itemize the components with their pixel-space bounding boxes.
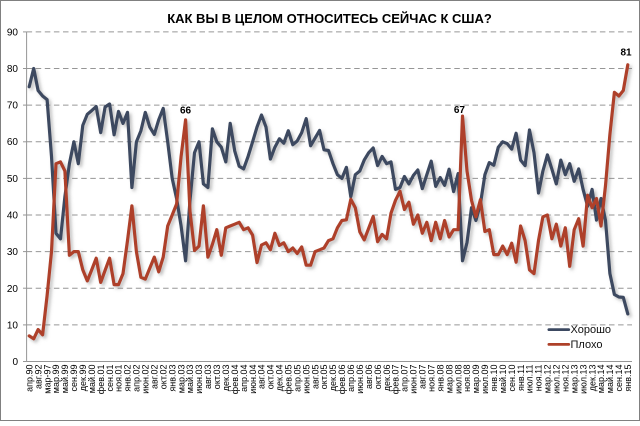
- svg-text:июл.09: июл.09: [480, 364, 490, 393]
- svg-text:Плохо: Плохо: [571, 339, 603, 351]
- svg-text:20: 20: [7, 284, 19, 295]
- svg-text:май.00: май.00: [87, 365, 97, 394]
- svg-text:фев.04: фев.04: [230, 365, 240, 395]
- svg-text:май.03: май.03: [185, 365, 195, 394]
- svg-text:мар.03: мар.03: [176, 365, 186, 394]
- svg-text:апр.02: апр.02: [132, 365, 142, 392]
- svg-text:67: 67: [454, 105, 466, 116]
- svg-text:июл.11: июл.11: [525, 365, 535, 394]
- svg-text:30: 30: [7, 247, 19, 258]
- svg-text:авг.92: авг.92: [33, 365, 43, 389]
- svg-text:авг.04: авг.04: [257, 365, 267, 389]
- svg-text:ноя.07: ноя.07: [426, 365, 436, 392]
- svg-text:июн.04: июн.04: [248, 365, 258, 394]
- svg-text:июл.13: июл.13: [578, 365, 588, 394]
- svg-text:авг.06: авг.06: [364, 365, 374, 389]
- svg-text:янв.03: янв.03: [167, 365, 177, 392]
- svg-text:66: 66: [180, 106, 192, 117]
- svg-text:май.14: май.14: [605, 365, 615, 394]
- svg-text:дек.03: дек.03: [221, 365, 231, 392]
- svg-text:окт.05: окт.05: [319, 365, 329, 390]
- svg-text:июл.08: июл.08: [453, 365, 463, 394]
- svg-text:май.10: май.10: [498, 365, 508, 394]
- svg-text:60: 60: [7, 137, 19, 148]
- svg-text:ноя.01: ноя.01: [114, 365, 124, 392]
- svg-text:авг.05: авг.05: [310, 365, 320, 389]
- svg-text:апр.07: апр.07: [400, 365, 410, 392]
- svg-text:мар.09: мар.09: [471, 365, 481, 394]
- svg-text:фев.06: фев.06: [337, 365, 347, 395]
- svg-text:фев.05: фев.05: [284, 365, 294, 395]
- svg-text:сен.14: сен.14: [614, 365, 624, 392]
- svg-text:апр.05: апр.05: [292, 365, 302, 392]
- svg-text:мар.99: мар.99: [51, 365, 61, 394]
- svg-text:81: 81: [620, 48, 632, 59]
- svg-text:90: 90: [7, 27, 19, 38]
- svg-text:дек.13: дек.13: [587, 365, 597, 392]
- svg-text:окт.02: окт.02: [158, 365, 168, 390]
- svg-text:авг.02: авг.02: [150, 365, 160, 389]
- svg-text:мар.12: мар.12: [543, 365, 553, 394]
- svg-text:80: 80: [7, 64, 19, 75]
- svg-text:янв.11: янв.11: [516, 365, 526, 391]
- svg-text:май.99: май.99: [60, 365, 70, 394]
- svg-text:70: 70: [7, 101, 19, 112]
- svg-text:апр.90: апр.90: [24, 365, 34, 392]
- svg-text:ноя.12: ноя.12: [561, 365, 571, 392]
- svg-text:мар-97: мар-97: [42, 365, 52, 394]
- svg-text:Хорошо: Хорошо: [571, 324, 612, 336]
- svg-text:апр.04: апр.04: [239, 365, 249, 392]
- svg-text:июл.12: июл.12: [552, 365, 562, 394]
- svg-text:июн.03: июн.03: [194, 365, 204, 394]
- svg-text:июн.05: июн.05: [301, 365, 311, 394]
- svg-text:янв.15: янв.15: [623, 365, 633, 392]
- svg-text:мар.08: мар.08: [444, 365, 454, 394]
- svg-text:сен.01: сен.01: [105, 365, 115, 392]
- svg-text:фев.01: фев.01: [96, 365, 106, 395]
- svg-text:50: 50: [7, 174, 19, 185]
- svg-text:10: 10: [7, 320, 19, 331]
- svg-text:апр.06: апр.06: [346, 365, 356, 392]
- svg-text:сен.99: сен.99: [69, 365, 79, 392]
- svg-text:40: 40: [7, 211, 19, 222]
- svg-text:ноя.11: ноя.11: [534, 365, 544, 392]
- svg-text:авг.03: авг.03: [203, 365, 213, 389]
- svg-text:июн.07: июн.07: [409, 365, 419, 394]
- svg-text:окт.03: окт.03: [212, 365, 222, 390]
- svg-text:окт.06: окт.06: [373, 365, 383, 390]
- svg-text:авг.07: авг.07: [418, 365, 428, 389]
- svg-text:окт.04: окт.04: [266, 365, 276, 390]
- svg-text:сен.10: сен.10: [507, 365, 517, 392]
- svg-text:янв.08: янв.08: [435, 365, 445, 392]
- svg-text:фев.07: фев.07: [391, 365, 401, 395]
- svg-text:дек.04: дек.04: [275, 365, 285, 392]
- svg-text:дек.06: дек.06: [382, 365, 392, 392]
- svg-text:ноя.08: ноя.08: [462, 365, 472, 392]
- svg-text:мар.13: мар.13: [569, 365, 579, 394]
- svg-text:дек.05: дек.05: [328, 365, 338, 392]
- svg-text:КАК ВЫ В ЦЕЛОМ ОТНОСИТЕСЬ СЕЙЧ: КАК ВЫ В ЦЕЛОМ ОТНОСИТЕСЬ СЕЙЧАС К США?: [167, 11, 492, 26]
- svg-text:0: 0: [12, 357, 18, 368]
- svg-text:июн.02: июн.02: [141, 365, 151, 394]
- svg-text:дек.99: дек.99: [78, 365, 88, 392]
- svg-text:янв.02: янв.02: [123, 365, 133, 392]
- svg-text:мар.14: мар.14: [596, 365, 606, 394]
- svg-text:июн.06: июн.06: [355, 365, 365, 394]
- svg-text:янв.10: янв.10: [489, 365, 499, 392]
